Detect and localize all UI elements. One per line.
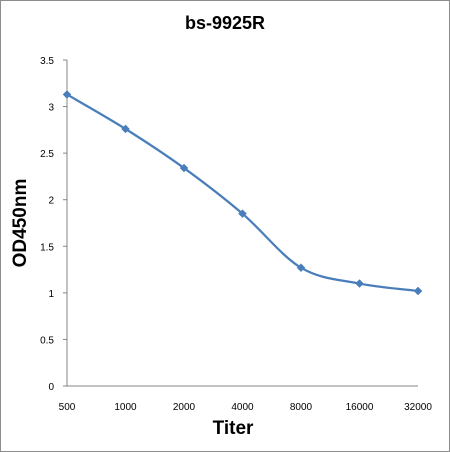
data-point-marker xyxy=(121,124,130,134)
series-line xyxy=(66,93,419,293)
data-point-marker xyxy=(179,163,189,173)
x-tick-label: 16000 xyxy=(346,402,374,413)
x-tick-label: 500 xyxy=(59,402,76,413)
data-point-marker xyxy=(355,279,364,288)
data-point-marker xyxy=(296,263,306,273)
y-axis-title: OD450nm xyxy=(10,179,31,268)
data-point-marker xyxy=(413,286,423,296)
y-tick-label: 2.5 xyxy=(40,149,54,160)
x-tick-label: 32000 xyxy=(404,402,432,413)
x-tick-label: 2000 xyxy=(173,402,196,413)
x-axis: 500 1000 2000 4000 8000 16000 32000 xyxy=(59,402,433,413)
y-tick-label: 3.5 xyxy=(40,56,54,67)
y-tick-label: 1.5 xyxy=(40,242,54,253)
y-tick-label: 1 xyxy=(48,289,54,300)
y-axis: 0 0.5 1 1.5 2 2.5 3 3.5 xyxy=(40,56,67,393)
y-tick-label: 0 xyxy=(48,382,54,393)
series-group xyxy=(62,90,423,296)
data-point-marker xyxy=(238,209,247,219)
data-point-marker xyxy=(62,90,72,99)
x-tick-label: 4000 xyxy=(231,402,254,413)
x-tick-label: 8000 xyxy=(290,402,313,413)
axes xyxy=(66,60,418,387)
y-tick-label: 2 xyxy=(48,196,54,207)
y-tick-label: 0.5 xyxy=(40,335,54,346)
y-tick-label: 3 xyxy=(48,103,54,114)
x-axis-title: Titer xyxy=(213,418,254,439)
chart-title: bs-9925R xyxy=(185,13,265,33)
x-tick-label: 1000 xyxy=(114,402,137,413)
